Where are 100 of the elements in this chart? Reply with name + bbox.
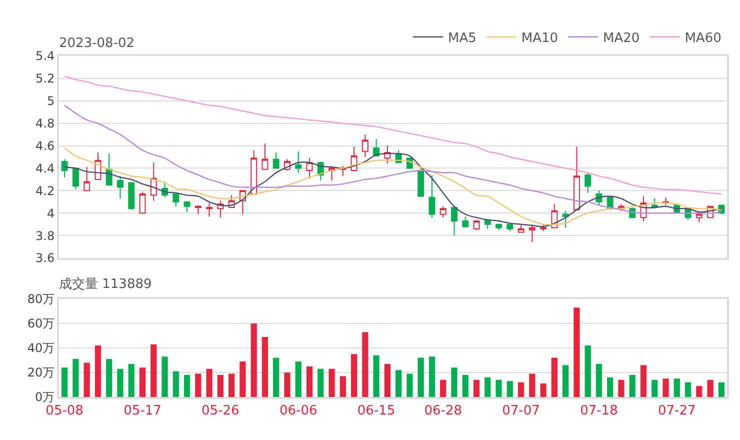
bar xyxy=(396,370,402,397)
bar xyxy=(184,374,190,397)
bar xyxy=(607,377,614,397)
bar xyxy=(318,368,324,397)
candlestick xyxy=(272,152,280,169)
x-tick-label: 06-15 xyxy=(357,404,396,419)
y-tick-label: 20万 xyxy=(27,366,55,380)
bar xyxy=(240,361,246,397)
y-tick-label: 4 xyxy=(46,206,55,220)
candlestick xyxy=(250,150,258,195)
bar xyxy=(406,374,413,397)
candlestick xyxy=(128,182,135,210)
x-tick-label: 05-08 xyxy=(46,404,84,419)
y-tick-label: 4.4 xyxy=(36,161,55,176)
bar xyxy=(518,382,524,397)
bar xyxy=(62,368,68,397)
candlestick xyxy=(262,143,268,170)
bar xyxy=(629,374,636,397)
bar xyxy=(172,371,179,397)
bar xyxy=(340,376,346,397)
bar xyxy=(674,378,680,397)
bar xyxy=(72,359,79,397)
bar xyxy=(562,365,569,397)
y-tick-label: 5 xyxy=(46,94,55,108)
candlestick xyxy=(496,224,502,230)
x-tick-label: 06-28 xyxy=(424,404,462,419)
legend-label: MA20 xyxy=(603,30,640,46)
y-tick-label: 4.6 xyxy=(36,138,55,153)
candlestick xyxy=(418,168,424,197)
candlestick xyxy=(172,194,180,207)
candlestick xyxy=(518,224,524,233)
y-tick-label: 5.4 xyxy=(36,49,55,64)
bar xyxy=(262,336,268,397)
bar xyxy=(362,332,368,397)
bar xyxy=(462,374,468,397)
y-tick-label: 0万 xyxy=(34,390,55,404)
chart-title: 成交量 113889 xyxy=(59,276,152,292)
x-tick-label: 07-07 xyxy=(502,404,540,419)
bar xyxy=(228,374,235,397)
bar xyxy=(696,386,702,397)
x-tick-label: 05-17 xyxy=(124,404,162,419)
candlestick xyxy=(139,191,146,214)
candlestick xyxy=(562,210,569,228)
candlestick xyxy=(84,166,90,192)
candlestick xyxy=(584,172,592,194)
x-tick-label: 07-18 xyxy=(580,404,618,419)
bar xyxy=(384,364,390,397)
bar xyxy=(551,358,558,397)
candlestick xyxy=(194,204,202,215)
chart-title: 2023-08-02 xyxy=(59,36,135,52)
legend-label: MA5 xyxy=(448,30,476,46)
candlestick xyxy=(206,202,213,217)
candlestick xyxy=(506,222,514,232)
bar xyxy=(373,355,380,397)
bar xyxy=(584,346,591,397)
bar xyxy=(473,380,480,397)
bar xyxy=(139,368,146,397)
line-series xyxy=(64,76,722,195)
candlestick xyxy=(184,201,190,212)
bar xyxy=(640,365,647,397)
bar xyxy=(84,362,90,397)
bar xyxy=(440,380,446,397)
bar xyxy=(128,364,134,397)
legend-label: MA10 xyxy=(521,30,558,46)
bar xyxy=(684,382,692,397)
bar xyxy=(250,324,257,397)
bar xyxy=(652,380,658,397)
bar xyxy=(451,368,458,397)
candlestick xyxy=(440,206,446,218)
candlestick xyxy=(362,134,368,158)
y-tick-label: 60万 xyxy=(27,316,55,331)
bar xyxy=(418,358,424,397)
x-tick-label: 06-06 xyxy=(279,404,318,419)
candlestick xyxy=(295,150,302,174)
bar xyxy=(718,382,724,397)
bar xyxy=(529,374,536,397)
y-tick-label: 4.8 xyxy=(36,116,55,131)
candlestick xyxy=(462,216,469,228)
candlestick xyxy=(72,168,79,190)
bar xyxy=(540,384,546,397)
y-tick-label: 5.2 xyxy=(36,72,55,86)
bar xyxy=(662,378,669,397)
candlestick xyxy=(451,206,458,236)
candlestick xyxy=(573,146,580,210)
bar xyxy=(117,368,124,397)
bar xyxy=(618,380,624,397)
bar xyxy=(106,359,112,397)
candlestick xyxy=(117,176,124,200)
bar xyxy=(707,380,714,397)
bar xyxy=(506,381,513,397)
line-series xyxy=(64,104,722,214)
bar xyxy=(162,356,168,397)
bar xyxy=(284,372,290,397)
candlestick xyxy=(528,224,536,243)
y-tick-label: 80万 xyxy=(27,292,55,306)
bar xyxy=(428,356,436,397)
bar xyxy=(574,308,580,397)
y-tick-label: 4.2 xyxy=(36,184,55,198)
x-tick-label: 05-26 xyxy=(202,404,240,419)
x-tick-label: 07-27 xyxy=(658,404,696,419)
